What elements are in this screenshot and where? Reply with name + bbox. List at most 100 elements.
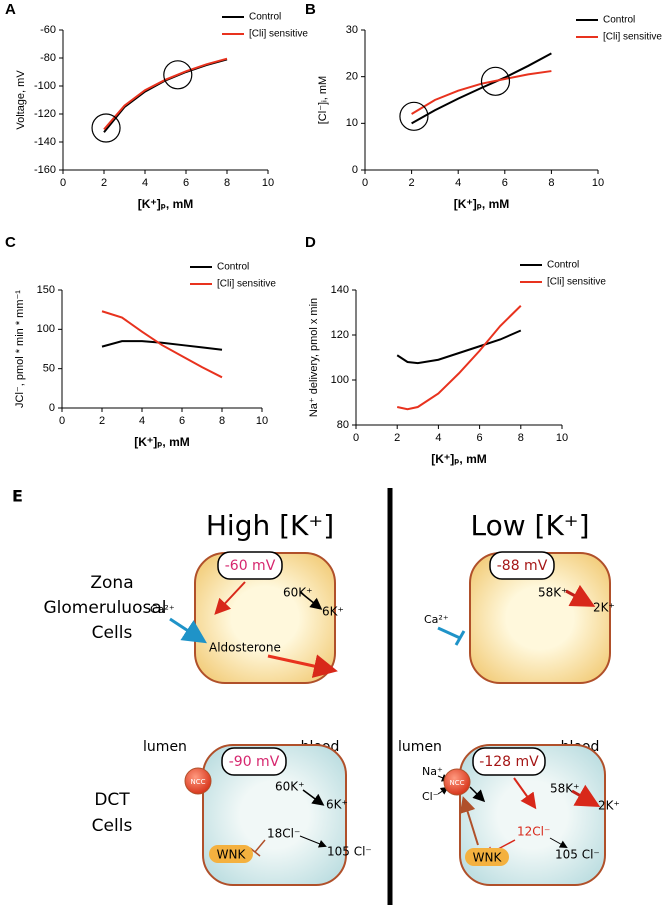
y-axis-label: [Cl⁻]ᵢ, mM bbox=[317, 76, 329, 124]
panel-label: C bbox=[5, 234, 16, 251]
x-tick-label: 8 bbox=[224, 177, 230, 189]
x-tick-label: 8 bbox=[518, 432, 524, 444]
highlight-circle bbox=[399, 101, 429, 131]
y-tick-label: -80 bbox=[40, 52, 56, 64]
arrow bbox=[214, 581, 246, 615]
y-tick-label: -60 bbox=[40, 24, 56, 36]
voltage-box bbox=[489, 551, 555, 580]
arrow bbox=[571, 784, 601, 807]
x-tick-label: 4 bbox=[435, 432, 441, 444]
legend-label: Control bbox=[547, 260, 579, 271]
y-tick-label: -120 bbox=[34, 108, 56, 120]
side-label: lumen bbox=[143, 739, 187, 755]
chart: B 0 10 20 30 0 2 4 6 8 10 [Cl⁻]ᵢ, mM [K⁺]ₚ, mM Contro… bbox=[305, 1, 662, 211]
y-tick-label: -140 bbox=[34, 136, 56, 148]
inhibition-bar bbox=[454, 630, 466, 646]
arrow bbox=[267, 654, 338, 678]
legend-label: [Cli] sensitive bbox=[217, 279, 276, 290]
arrow bbox=[459, 796, 479, 846]
legend-label: Control bbox=[603, 15, 635, 26]
chart: A -160 -140 -120 -100 -80 -60 0 2 4 6 8 10 Voltage, m… bbox=[5, 1, 308, 211]
voltage: -128 mV bbox=[479, 754, 539, 770]
x-tick-label: 10 bbox=[592, 177, 604, 189]
legend-label: [Cli] sensitive bbox=[249, 29, 308, 40]
x-tick-label: 2 bbox=[101, 177, 107, 189]
y-tick-label: 100 bbox=[37, 323, 55, 335]
x-tick-label: 6 bbox=[179, 415, 185, 427]
data-line bbox=[101, 340, 223, 351]
x-tick-label: 8 bbox=[548, 177, 554, 189]
y-tick-label: 80 bbox=[337, 419, 349, 431]
transporter bbox=[184, 767, 212, 795]
x-tick-label: 4 bbox=[455, 177, 461, 189]
y-tick-label: 120 bbox=[331, 329, 349, 341]
y-tick-label: 50 bbox=[43, 363, 55, 375]
ion-label: 18Cl⁻ bbox=[267, 827, 300, 841]
legend-label: Control bbox=[249, 12, 281, 23]
panel-label: B bbox=[305, 1, 316, 18]
legend-label: [Cli] sensitive bbox=[603, 32, 662, 43]
arrow bbox=[299, 591, 323, 610]
y-axis-label: JCl⁻, pmol * min * mm⁻¹ bbox=[14, 290, 26, 408]
x-tick-label: 10 bbox=[256, 415, 268, 427]
voltage: -60 mV bbox=[225, 558, 276, 574]
kinase-pill bbox=[465, 848, 509, 866]
ion-label: Na⁺ bbox=[422, 765, 443, 778]
side-label: lumen bbox=[398, 739, 442, 755]
y-tick-label: 150 bbox=[37, 284, 55, 296]
diagram: E High [K⁺] Low [K⁺] Zona Glomeruluosal … bbox=[12, 487, 620, 905]
chart: C 0 50 100 150 0 2 4 6 8 10 JCl⁻, pmol * min * mm⁻¹… bbox=[5, 234, 276, 449]
x-tick-label: 8 bbox=[219, 415, 225, 427]
ion-label: 105 Cl⁻ bbox=[555, 848, 600, 862]
y-tick-label: 30 bbox=[346, 24, 358, 36]
y-axis-label: Na⁺ delivery, pmol x min bbox=[308, 298, 320, 417]
highlight-circle bbox=[163, 60, 193, 90]
arrow bbox=[299, 835, 327, 848]
highlight-circle bbox=[91, 113, 121, 143]
ion-label: 2K⁺ bbox=[593, 601, 615, 615]
voltage-box bbox=[217, 551, 283, 580]
ion-label: Ca²⁺ bbox=[424, 613, 449, 626]
voltage: -90 mV bbox=[229, 754, 280, 770]
ion-label: Ca²⁺ bbox=[150, 603, 175, 616]
inhibition bbox=[254, 839, 266, 853]
x-tick-label: 10 bbox=[556, 432, 568, 444]
y-tick-label: -100 bbox=[34, 80, 56, 92]
transporter-label: NCC bbox=[190, 778, 205, 786]
panel-label: A bbox=[5, 1, 16, 18]
y-tick-label: 20 bbox=[346, 71, 358, 83]
arrow bbox=[302, 789, 325, 806]
data-line bbox=[103, 57, 228, 131]
x-tick-label: 0 bbox=[59, 415, 65, 427]
ion-label: 6K⁺ bbox=[322, 605, 344, 619]
heading: Low [K⁺] bbox=[470, 509, 589, 542]
row-label: Cells bbox=[92, 816, 133, 836]
ion-label: 60K⁺ bbox=[275, 780, 304, 794]
x-tick-label: 6 bbox=[502, 177, 508, 189]
ion-label: Cl⁻ bbox=[422, 790, 439, 803]
heading: High [K⁺] bbox=[206, 509, 334, 542]
x-tick-label: 6 bbox=[477, 432, 483, 444]
kinase: WNK bbox=[473, 851, 503, 865]
data-line bbox=[396, 305, 522, 411]
voltage-box bbox=[221, 747, 287, 776]
arrow bbox=[469, 786, 486, 803]
arrow bbox=[169, 617, 208, 644]
x-tick-label: 2 bbox=[99, 415, 105, 427]
row-label: Cells bbox=[92, 623, 133, 643]
row-label: Zona bbox=[90, 573, 133, 593]
x-axis-label: [K⁺]ₚ, mM bbox=[134, 435, 189, 449]
transporter bbox=[443, 768, 471, 796]
row-label: DCT bbox=[94, 790, 130, 810]
legend-label: [Cli] sensitive bbox=[547, 277, 606, 288]
ion-label: 105 Cl⁻ bbox=[327, 845, 372, 859]
y-tick-label: -160 bbox=[34, 164, 56, 176]
x-tick-label: 0 bbox=[60, 177, 66, 189]
x-tick-label: 0 bbox=[353, 432, 359, 444]
x-axis-label: [K⁺]ₚ, mM bbox=[138, 197, 193, 211]
x-tick-label: 10 bbox=[262, 177, 274, 189]
arrow bbox=[565, 584, 596, 607]
arrow bbox=[513, 777, 537, 810]
transporter-label: NCC bbox=[449, 779, 464, 787]
